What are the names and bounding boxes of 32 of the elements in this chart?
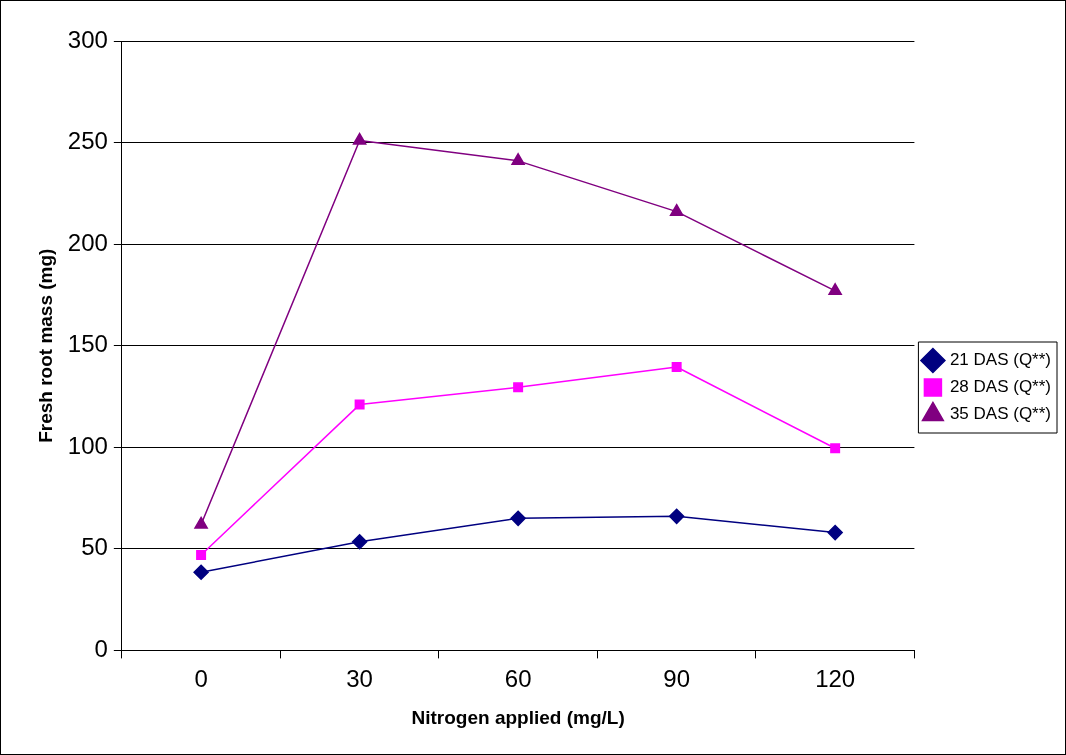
x-axis-title: Nitrogen applied (mg/L): [411, 706, 625, 728]
x-tick-label: 30: [346, 665, 373, 693]
legend-label: 21 DAS (Q**): [949, 350, 1052, 370]
y-tick-label: 300: [67, 25, 108, 53]
y-tick-label: 250: [67, 127, 108, 155]
y-tick-label: 0: [94, 635, 108, 663]
x-tick-label: 120: [815, 665, 856, 693]
point: [669, 203, 684, 216]
y-tick-label: 200: [67, 228, 108, 256]
y-tick-label: 150: [67, 330, 108, 358]
point: [511, 153, 525, 166]
point: [671, 362, 682, 373]
point: [828, 283, 842, 296]
y-axis-title: Fresh root mass (mg): [34, 248, 56, 443]
point: [510, 510, 526, 527]
point: [352, 132, 367, 145]
point: [513, 382, 524, 393]
point: [827, 524, 843, 541]
point: [351, 533, 368, 550]
point: [830, 443, 841, 454]
point: [194, 516, 208, 529]
y-tick-label: 50: [81, 533, 108, 561]
legend-label: 35 DAS (Q**): [949, 404, 1052, 424]
x-tick-label: 0: [194, 665, 208, 693]
point: [354, 399, 365, 410]
x-tick-label: 60: [504, 665, 532, 693]
legend-label: 28 DAS (Q**): [949, 377, 1052, 397]
point: [668, 508, 685, 525]
x-tick-label: 90: [663, 665, 690, 693]
point: [193, 564, 209, 580]
point: [196, 549, 207, 560]
y-tick-label: 100: [67, 431, 108, 459]
